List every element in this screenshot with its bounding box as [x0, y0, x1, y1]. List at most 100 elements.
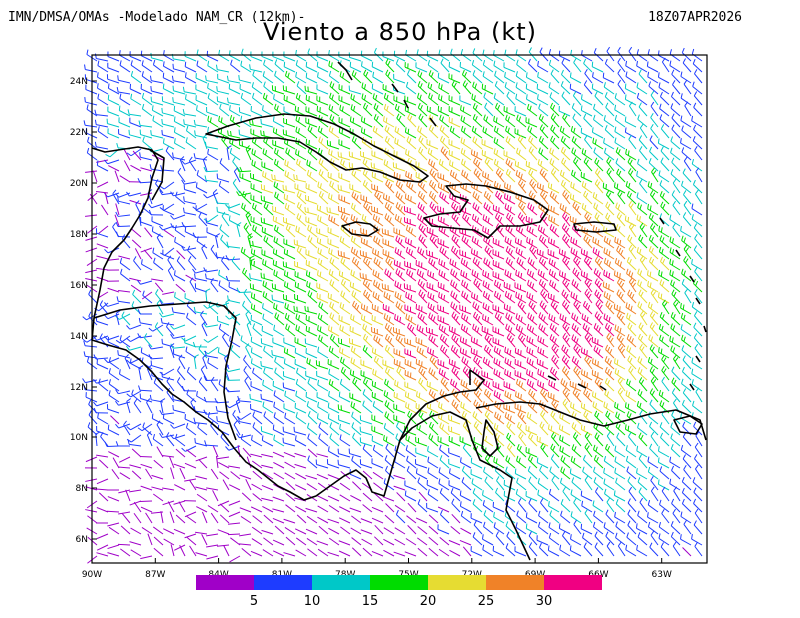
wind-barb-flag	[329, 279, 333, 285]
wind-barb-flag	[383, 116, 385, 122]
wind-barb-flag	[161, 129, 163, 135]
wind-barb-flag	[572, 194, 575, 200]
wind-barb-flag	[405, 246, 409, 253]
wind-barb-flag	[427, 60, 430, 66]
wind-barb-flag	[422, 195, 426, 201]
wind-barb-flag	[521, 337, 526, 343]
wind-barb-flag	[683, 244, 688, 250]
wind-barb	[670, 152, 681, 161]
wind-barb-flag	[429, 201, 433, 207]
wind-barb	[636, 251, 648, 260]
wind-barb	[461, 130, 472, 139]
wind-barb-flag	[646, 270, 649, 276]
wind-barb	[484, 349, 494, 359]
wind-barb-flag	[563, 225, 568, 231]
wind-barb-flag	[408, 138, 412, 144]
wind-barb	[165, 150, 175, 161]
wind-barb-flag	[627, 234, 631, 240]
wind-barb	[650, 117, 659, 128]
wind-barb	[232, 182, 241, 194]
wind-barb-flag	[317, 147, 321, 153]
wind-barb-flag	[205, 273, 207, 279]
wind-barb-flag	[330, 326, 333, 332]
wind-barb-flag	[363, 69, 367, 75]
wind-barb-flag	[592, 236, 595, 242]
wind-barb	[118, 91, 131, 95]
wind-barb-flag	[691, 357, 694, 363]
wind-barb	[285, 152, 296, 161]
wind-barb-flag	[497, 104, 501, 110]
wind-barb-flag	[630, 247, 634, 252]
wind-barb	[384, 152, 395, 161]
wind-barb	[472, 118, 483, 128]
wind-barb	[693, 326, 703, 337]
wind-barb-flag	[529, 270, 532, 276]
wind-barb	[96, 363, 109, 370]
wind-barb	[659, 108, 670, 117]
wind-barb-flag	[472, 113, 476, 119]
wind-barb-flag	[526, 346, 529, 352]
wind-barb	[274, 316, 285, 326]
wind-barb	[362, 173, 373, 183]
wind-barb-flag	[586, 382, 589, 389]
wind-barb-flag	[682, 58, 686, 64]
wind-barb	[617, 51, 626, 62]
wind-barb	[637, 97, 648, 106]
wind-barb-flag	[355, 250, 359, 256]
wind-barb-flag	[420, 148, 424, 154]
wind-barb	[201, 324, 208, 337]
wind-barb	[659, 316, 670, 326]
wind-barb-flag	[363, 128, 366, 134]
wind-barb	[283, 342, 296, 348]
wind-barb	[504, 76, 516, 84]
wind-barb-flag	[572, 201, 576, 207]
wind-barb-flag	[116, 87, 119, 93]
wind-barb-flag	[563, 159, 567, 165]
wind-barb-flag	[473, 271, 477, 277]
wind-barb	[305, 211, 318, 216]
wind-barb-flag	[453, 313, 457, 319]
wind-barb	[448, 110, 461, 117]
wind-barb	[372, 97, 384, 106]
wind-barb-flag	[304, 206, 306, 212]
wind-barb-flag	[562, 387, 567, 393]
wind-barb-flag	[553, 261, 556, 267]
wind-barb-flag	[161, 107, 163, 113]
wind-barb	[694, 238, 703, 249]
wind-barb-flag	[225, 255, 229, 261]
wind-barb-flag	[341, 106, 344, 112]
wind-barb-flag	[648, 334, 651, 340]
wind-barb-flag	[604, 377, 608, 383]
wind-barb-flag	[498, 360, 501, 366]
wind-barb	[250, 287, 263, 293]
wind-barb	[525, 121, 538, 128]
wind-barb-flag	[627, 157, 631, 163]
wind-barb-flag	[450, 268, 453, 274]
wind-barb	[129, 134, 142, 139]
wind-barb-flag	[540, 388, 544, 393]
wind-barb-flag	[561, 344, 565, 350]
wind-barb-flag	[108, 357, 111, 363]
wind-barb-flag	[553, 217, 556, 224]
wind-barb-flag	[617, 149, 621, 155]
wind-barb	[648, 361, 659, 370]
wind-barb-flag	[543, 194, 548, 200]
wind-barb	[605, 205, 615, 216]
wind-barb-flag	[174, 138, 176, 144]
wind-barb	[129, 113, 142, 117]
wind-barb-flag	[520, 240, 522, 246]
wind-barb-flag	[327, 325, 330, 331]
wind-barb-flag	[443, 294, 446, 301]
wind-barb	[592, 196, 604, 205]
wind-barb	[228, 299, 241, 304]
wind-barb-flag	[661, 248, 664, 254]
wind-barb	[384, 140, 395, 150]
wind-barb-flag	[475, 280, 479, 286]
wind-barb-flag	[338, 391, 341, 397]
wind-barb	[316, 396, 329, 403]
wind-barb-flag	[461, 290, 464, 296]
wind-barb-flag	[451, 326, 453, 333]
wind-barb	[639, 150, 648, 161]
wind-barb-flag	[477, 359, 481, 365]
wind-barb	[484, 161, 494, 172]
